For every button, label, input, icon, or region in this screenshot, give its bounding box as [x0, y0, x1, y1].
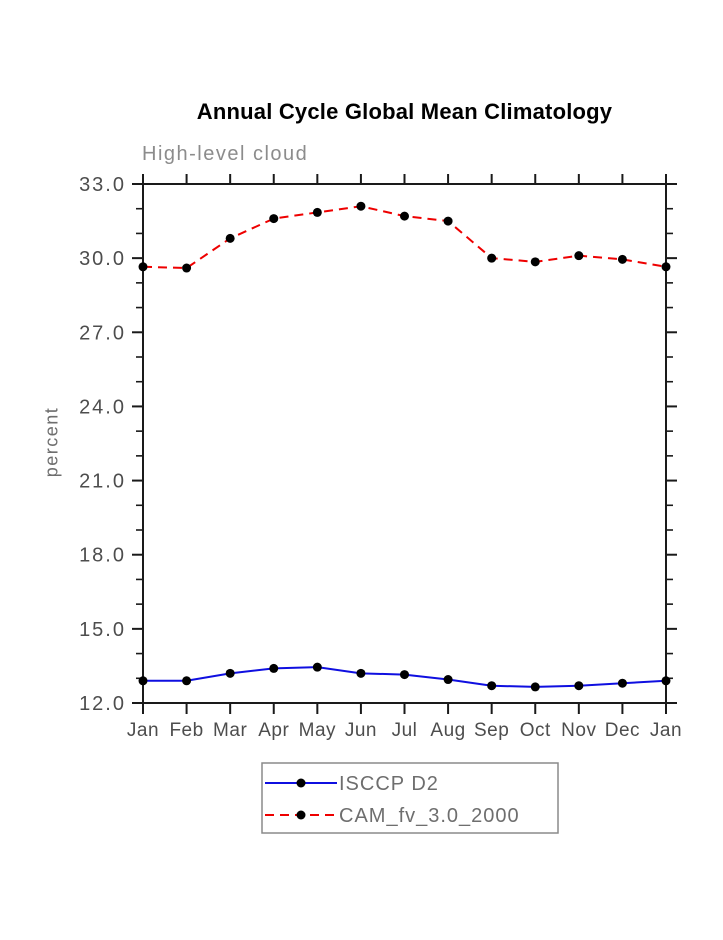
x-tick-label: Jan: [650, 720, 682, 741]
data-point-marker: [443, 675, 453, 685]
data-point-marker: [312, 207, 322, 217]
legend-label: ISCCP D2: [339, 773, 439, 795]
legend-box: [261, 762, 559, 834]
y-tick-label: 15.0: [79, 619, 126, 641]
data-point-marker: [574, 681, 584, 691]
x-tick-label: May: [299, 720, 336, 741]
data-point-marker: [443, 216, 453, 226]
y-tick-label: 12.0: [79, 693, 126, 715]
x-tick-label: Mar: [213, 720, 247, 741]
data-point-marker: [574, 251, 584, 261]
data-point-marker: [617, 678, 627, 688]
data-point-marker: [530, 257, 540, 267]
y-tick-label: 33.0: [79, 174, 126, 196]
data-point-marker: [138, 676, 148, 686]
data-point-marker: [400, 670, 409, 680]
data-point-marker: [487, 253, 497, 263]
legend-marker: [296, 778, 306, 788]
data-point-marker: [225, 668, 235, 678]
legend-label: CAM_fv_3.0_2000: [339, 805, 520, 827]
data-point-marker: [225, 233, 235, 243]
x-tick-label: Jul: [392, 720, 418, 741]
y-tick-label: 18.0: [79, 545, 126, 567]
x-tick-label: Aug: [430, 720, 465, 741]
data-point-marker: [356, 201, 366, 211]
x-tick-label: Feb: [169, 720, 203, 741]
chart-title: Annual Cycle Global Mean Climatology: [196, 99, 613, 124]
data-point-marker: [138, 262, 148, 272]
x-tick-label: Jun: [345, 720, 377, 741]
x-tick-label: Oct: [520, 720, 551, 741]
data-point-marker: [400, 211, 409, 221]
data-point-marker: [269, 214, 279, 224]
legend-marker: [296, 810, 306, 820]
data-point-marker: [182, 676, 192, 686]
x-tick-label: Apr: [258, 720, 289, 741]
y-tick-label: 24.0: [79, 396, 126, 418]
y-tick-label: 21.0: [79, 471, 126, 493]
x-tick-label: Sep: [474, 720, 509, 741]
y-axis-label: percent: [41, 406, 62, 478]
data-point-marker: [182, 263, 192, 273]
x-tick-label: Nov: [561, 720, 596, 741]
chart-subtitle: High-level cloud: [142, 143, 309, 165]
data-point-marker: [487, 681, 497, 691]
y-tick-label: 30.0: [79, 248, 126, 270]
plot-frame: [142, 183, 667, 704]
x-tick-label: Dec: [605, 720, 640, 741]
data-point-marker: [356, 668, 366, 678]
y-tick-label: 27.0: [79, 322, 126, 344]
x-tick-label: Jan: [127, 720, 159, 741]
data-point-marker: [661, 262, 671, 272]
data-point-marker: [269, 663, 279, 673]
data-point-marker: [661, 676, 671, 686]
data-point-marker: [617, 254, 627, 264]
data-point-marker: [530, 682, 540, 692]
data-point-marker: [312, 662, 322, 672]
